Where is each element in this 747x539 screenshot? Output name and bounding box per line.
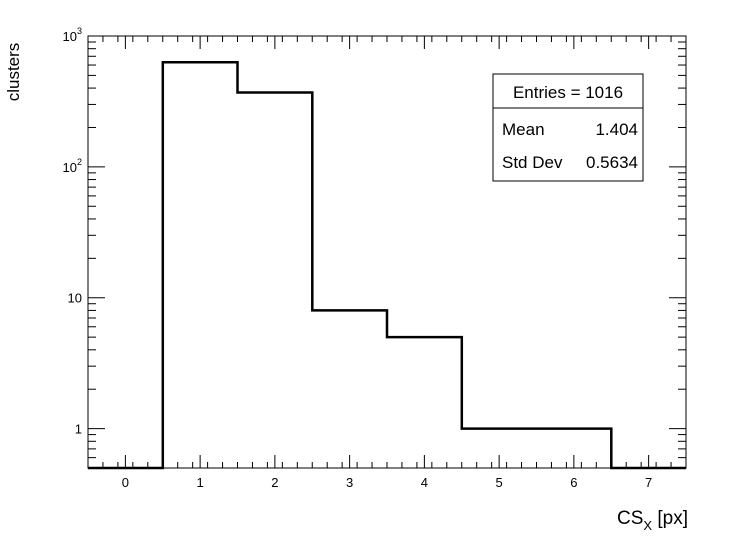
stats-mean-value: 1.404	[595, 120, 638, 139]
stats-std-value: 0.5634	[586, 153, 638, 172]
x-tick-label: 4	[421, 475, 428, 490]
stats-box-frame	[492, 73, 644, 182]
stats-box: Entries = 1016 Mean 1.404 Std Dev 0.5634	[492, 73, 644, 182]
y-tick-label-exponent: 3	[77, 26, 82, 36]
stats-entries: Entries = 1016	[513, 83, 623, 102]
y-tick-label-base: 10	[63, 160, 77, 175]
x-tick-label: 5	[496, 475, 503, 490]
x-tick-label: 7	[645, 475, 652, 490]
x-axis-label-subscript: X	[643, 518, 652, 533]
histogram-step-line	[88, 61, 686, 470]
x-tick-label: 2	[271, 475, 278, 490]
stats-mean-label: Mean	[502, 120, 545, 139]
x-axis-label-main: CS	[617, 508, 643, 529]
y-tick-label: 103	[63, 26, 82, 44]
y-tick-label: 10	[68, 291, 82, 306]
tick-marks	[87, 35, 687, 469]
x-tick-label: 3	[346, 475, 353, 490]
x-tick-label: 1	[197, 475, 204, 490]
y-tick-label-exponent: 2	[77, 157, 82, 167]
x-axis-label-unit: [px]	[652, 508, 688, 529]
plot-frame	[87, 35, 687, 469]
x-tick-label: 6	[570, 475, 577, 490]
x-tick-label: 0	[122, 475, 129, 490]
y-tick-label-base: 10	[63, 29, 77, 44]
y-tick-label: 1	[75, 422, 82, 437]
y-tick-label: 102	[63, 157, 82, 175]
y-axis-label: clusters	[4, 43, 23, 102]
stats-std-label: Std Dev	[502, 153, 563, 172]
x-axis-label: CSX [px]	[617, 508, 688, 533]
